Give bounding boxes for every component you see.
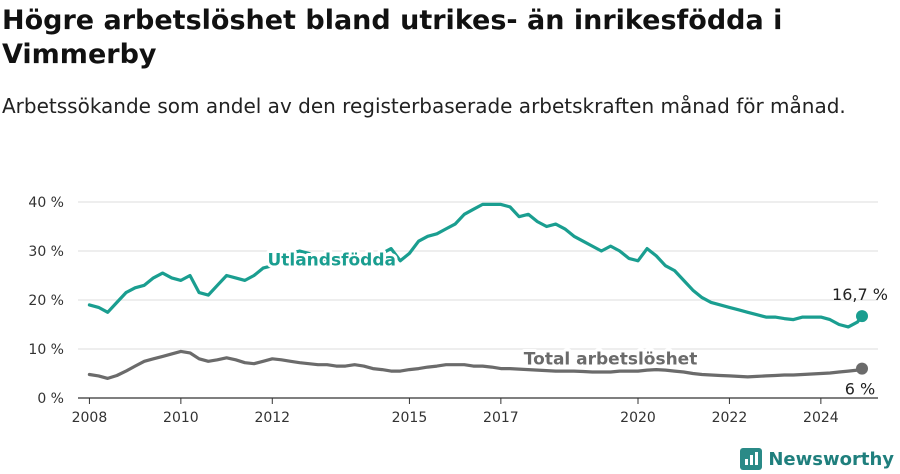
y-tick-label: 10 % xyxy=(28,342,64,358)
x-tick-label: 2010 xyxy=(163,410,199,426)
series-name-label-total-arbetsloshet: Total arbetslöshet xyxy=(524,350,698,370)
x-tick-label: 2015 xyxy=(392,410,428,426)
end-value-label-utlandsfodda: 16,7 % xyxy=(832,285,888,304)
series-endpoint-utlandsfodda xyxy=(856,310,868,323)
end-value-label-total-arbetsloshet: 6 % xyxy=(845,380,875,399)
x-tick-label: 2024 xyxy=(803,410,839,426)
x-tick-label: 2020 xyxy=(620,410,656,426)
series-name-halo: Total arbetslöshet xyxy=(524,350,698,370)
chart-title: Högre arbetslöshet bland utrikes- än inr… xyxy=(2,5,783,70)
y-tick-label: 40 % xyxy=(28,195,64,211)
series-endpoint-total-arbetsloshet xyxy=(856,362,868,375)
x-tick-label: 2017 xyxy=(483,410,519,426)
series-line-total-arbetsloshet xyxy=(87,349,864,380)
y-tick-label: 30 % xyxy=(28,244,64,260)
x-tick-label: 2008 xyxy=(72,410,108,426)
newsworthy-logo: Newsworthy xyxy=(740,448,894,470)
chart-subtitle: Arbetssökande som andel av den registerb… xyxy=(2,94,846,118)
y-tick-label: 0 % xyxy=(37,391,64,407)
series-name-halo: Utlandsfödda xyxy=(267,251,396,271)
series-name-label-utlandsfodda: Utlandsfödda xyxy=(267,251,396,271)
series-line-utlandsfodda xyxy=(87,202,864,329)
logo-text: Newsworthy xyxy=(768,448,894,470)
x-tick-label: 2012 xyxy=(254,410,290,426)
x-tick-label: 2022 xyxy=(712,410,748,426)
bar-chart-logo-icon xyxy=(740,448,763,470)
y-tick-label: 20 % xyxy=(28,293,64,309)
